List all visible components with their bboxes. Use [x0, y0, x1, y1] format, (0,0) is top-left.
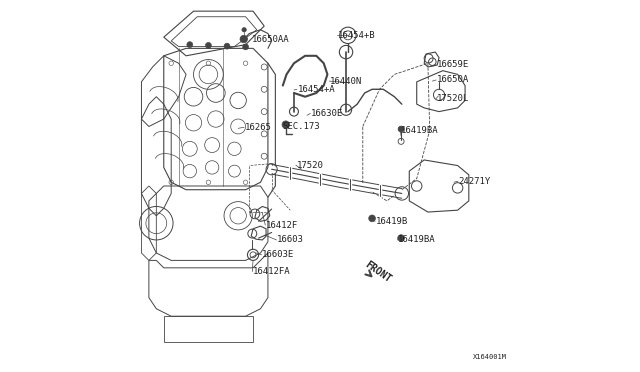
Text: 16630E: 16630E	[311, 109, 343, 118]
Text: 17520: 17520	[296, 161, 323, 170]
Text: FRONT: FRONT	[363, 260, 393, 285]
Circle shape	[224, 43, 230, 49]
Text: 16419B: 16419B	[376, 217, 408, 226]
Circle shape	[240, 35, 248, 43]
Circle shape	[205, 42, 211, 48]
Circle shape	[243, 44, 248, 50]
Text: 16603: 16603	[277, 235, 304, 244]
Text: 16454+A: 16454+A	[298, 85, 335, 94]
Text: 16650AA: 16650AA	[252, 35, 290, 44]
Circle shape	[398, 126, 404, 132]
Text: 24271Y: 24271Y	[459, 177, 491, 186]
Text: 16603E: 16603E	[262, 250, 294, 259]
Text: 16454+B: 16454+B	[338, 31, 376, 40]
Text: SEC.173: SEC.173	[283, 122, 321, 131]
Text: 16650A: 16650A	[437, 76, 469, 84]
Text: 16659E: 16659E	[437, 60, 469, 69]
Circle shape	[187, 42, 193, 48]
Circle shape	[369, 215, 376, 222]
Circle shape	[397, 235, 404, 241]
Text: 16440N: 16440N	[330, 77, 362, 86]
Text: 17520L: 17520L	[437, 94, 469, 103]
Text: 16419BA: 16419BA	[398, 235, 436, 244]
Text: 16419BA: 16419BA	[401, 126, 439, 135]
Text: 16412F: 16412F	[266, 221, 298, 230]
Text: X164001M: X164001M	[472, 354, 506, 360]
Text: 16265: 16265	[245, 123, 272, 132]
Circle shape	[282, 121, 289, 128]
Text: 16412FA: 16412FA	[253, 267, 291, 276]
Circle shape	[242, 28, 246, 32]
